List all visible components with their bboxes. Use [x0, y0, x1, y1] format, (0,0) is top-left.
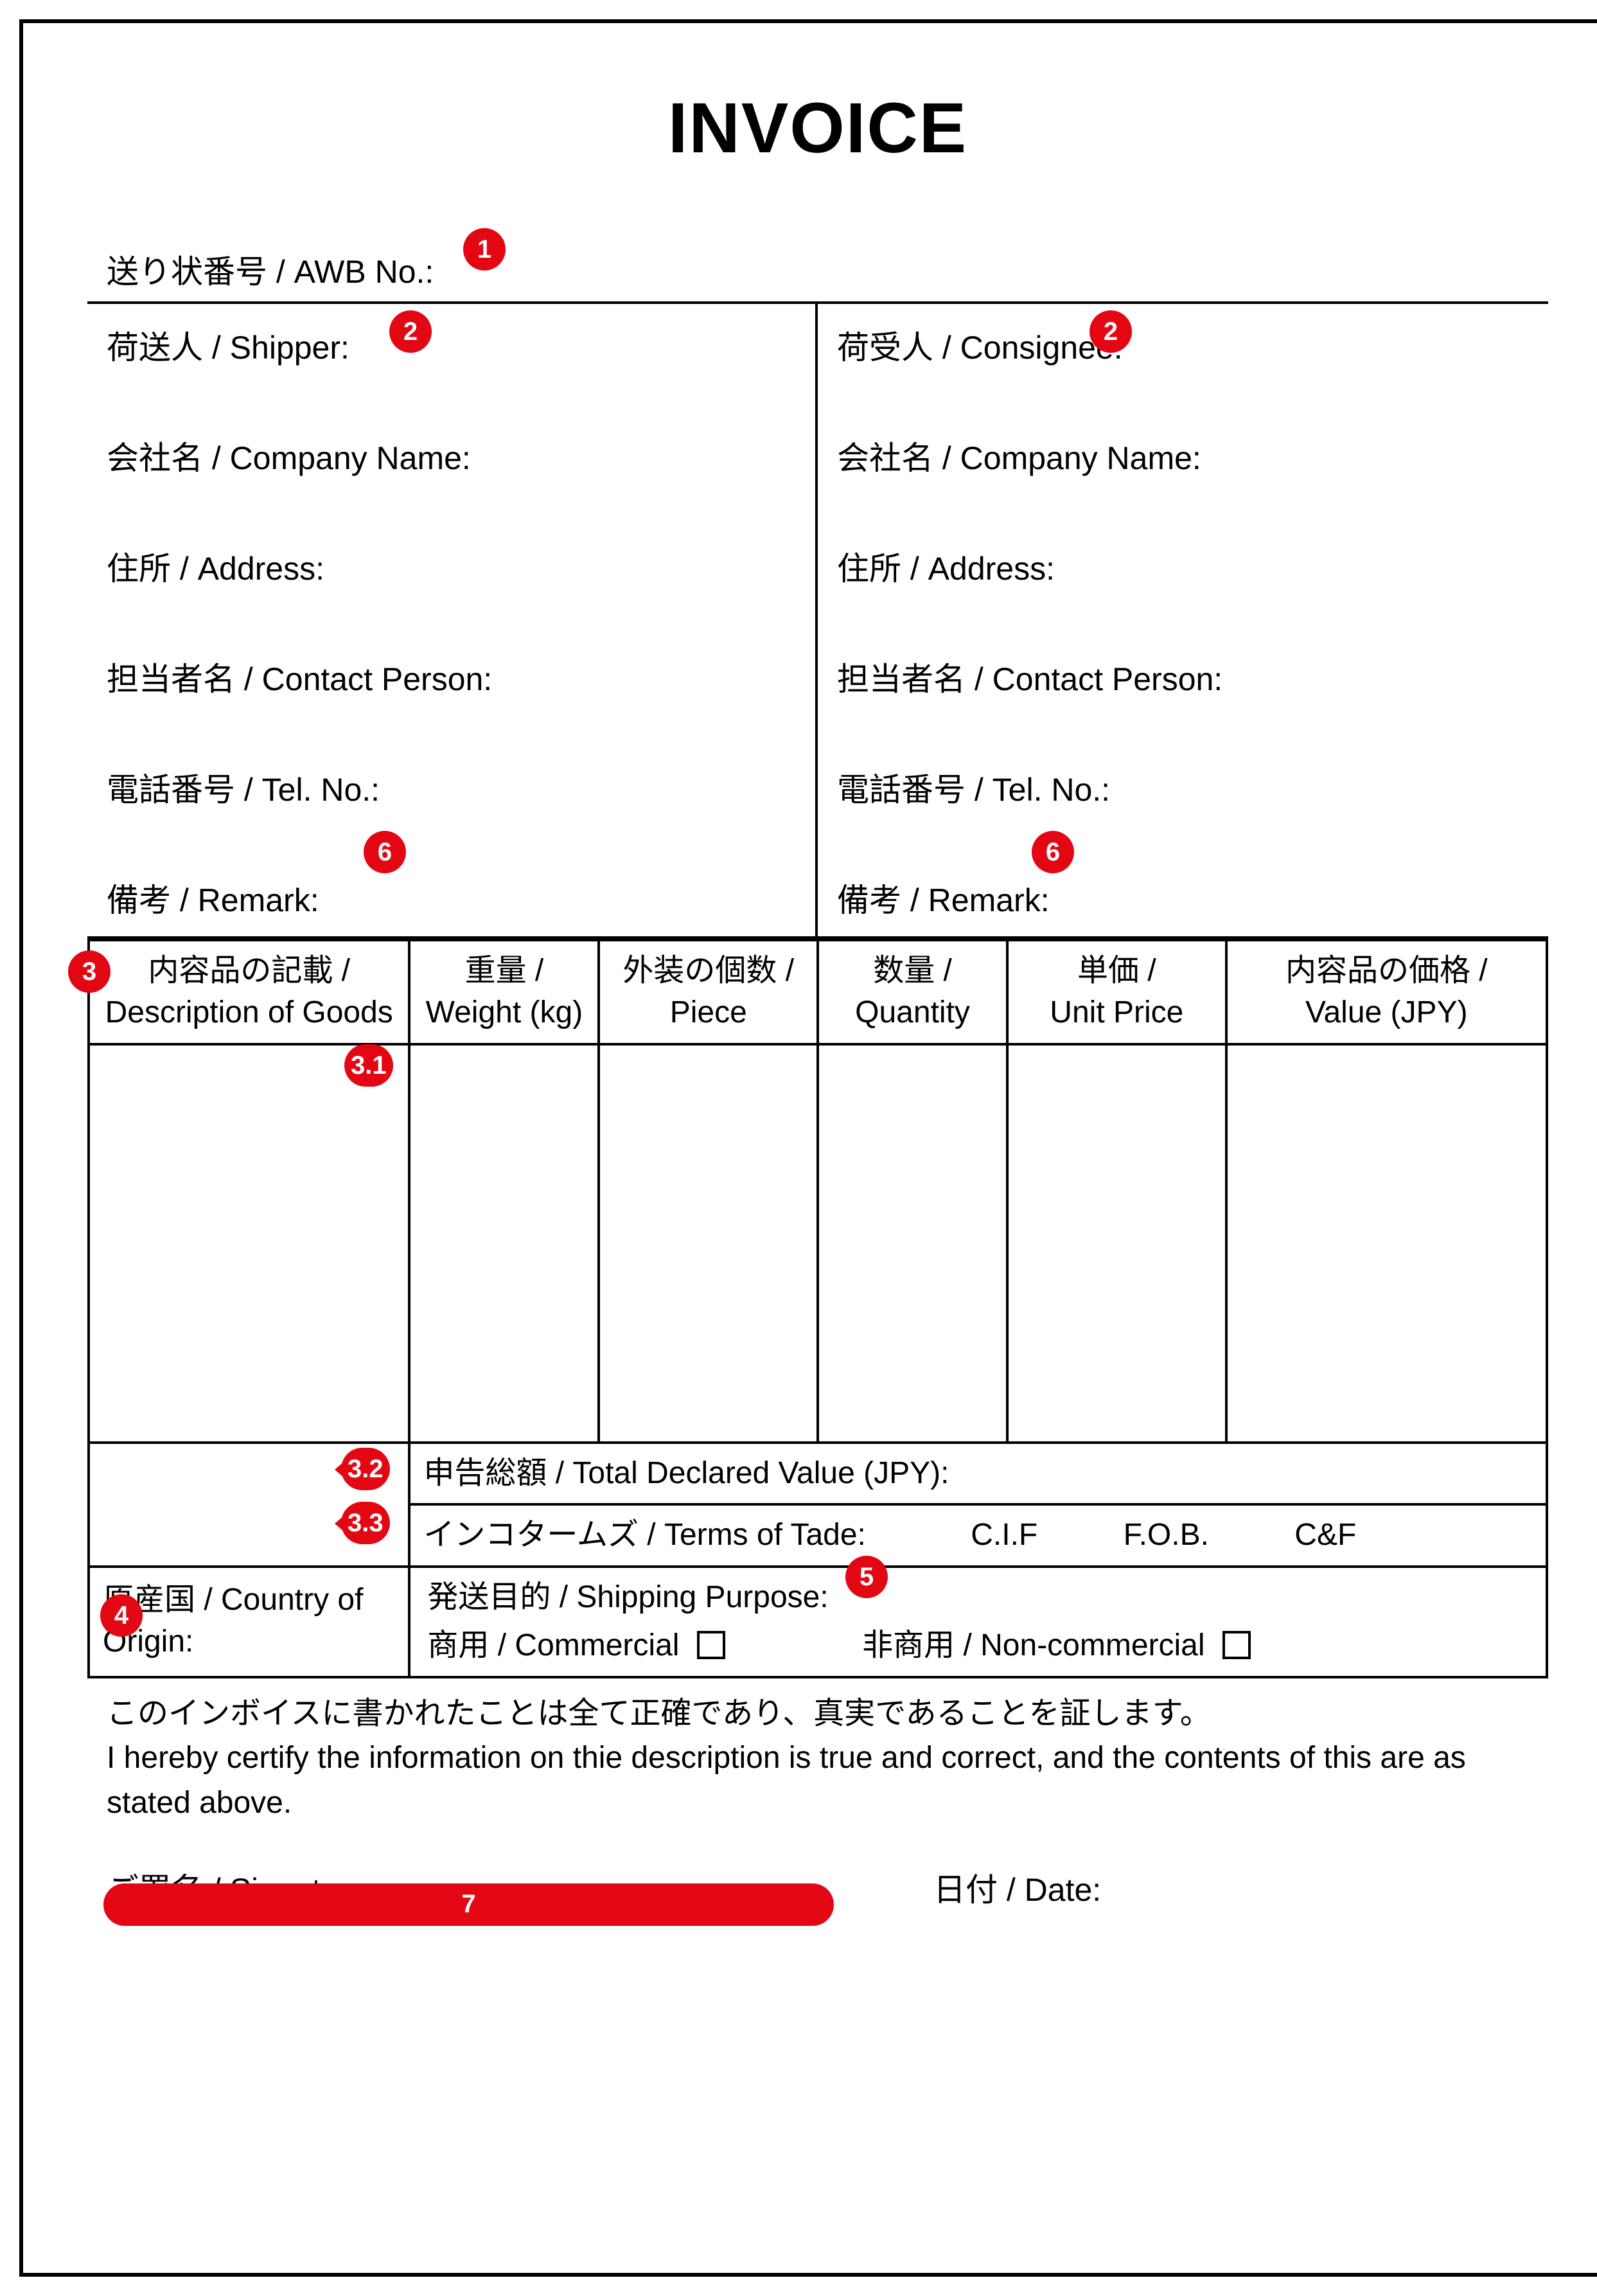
shipper-tel-label: 電話番号 / Tel. No.:: [107, 764, 802, 810]
consignee-address-label: 住所 / Address:: [837, 543, 1535, 589]
cell-quantity[interactable]: [818, 1044, 1007, 1443]
certification-en: I hereby certify the information on thie…: [107, 1736, 1529, 1825]
consignee-company-label: 会社名 / Company Name:: [837, 432, 1535, 479]
awb-label: 送り状番号 / AWB No.:: [87, 246, 1548, 304]
annotation-badge-3-2: 3.2: [341, 1448, 390, 1490]
cell-weight[interactable]: [409, 1044, 599, 1443]
origin-purpose-row: 原産国 / Country of Origin: 発送目的 / Shipping…: [89, 1567, 1547, 1677]
purpose-label: 発送目的 / Shipping Purpose:: [427, 1577, 1540, 1619]
terms-cell: インコタームズ / Terms of Tade: C.I.F F.O.B. C&…: [409, 1504, 1547, 1567]
consignee-column: 荷受人 / Consignee: 会社名 / Company Name: 住所 …: [818, 304, 1548, 936]
term-cif[interactable]: C.I.F: [971, 1515, 1037, 1556]
purpose-commercial[interactable]: 商用 / Commercial: [427, 1625, 725, 1667]
cell-piece[interactable]: [599, 1044, 818, 1443]
col-description: 内容品の記載 / Description of Goods: [89, 940, 409, 1044]
total-declared-label: 申告総額 / Total Declared Value (JPY):: [409, 1443, 1547, 1505]
invoice-page: INVOICE 送り状番号 / AWB No.: 1 荷送人 / Shipper…: [19, 19, 1597, 2277]
checkbox-icon[interactable]: [697, 1631, 725, 1659]
cell-value[interactable]: [1226, 1044, 1547, 1443]
certification-text: このインボイスに書かれたことは全て正確であり、真実であることを証します。 I h…: [87, 1678, 1548, 1826]
col-unit-price: 単価 / Unit Price: [1007, 940, 1226, 1044]
term-fob[interactable]: F.O.B.: [1124, 1515, 1209, 1556]
shipper-column: 荷送人 / Shipper: 会社名 / Company Name: 住所 / …: [87, 304, 818, 936]
table-body-row: [89, 1044, 1547, 1443]
checkbox-icon[interactable]: [1222, 1631, 1251, 1659]
goods-table: 内容品の記載 / Description of Goods 重量 / Weigh…: [87, 939, 1548, 1678]
total-row: 申告総額 / Total Declared Value (JPY):: [89, 1443, 1547, 1505]
certification-jp: このインボイスに書かれたことは全て正確であり、真実であることを証します。: [107, 1691, 1529, 1736]
cell-unit-price[interactable]: [1007, 1044, 1226, 1443]
shipper-remark-label: 備考 / Remark:: [107, 875, 802, 921]
annotation-badge-3: 3: [68, 950, 110, 993]
annotation-badge-7: 7: [103, 1883, 834, 1926]
cell-description[interactable]: [89, 1044, 409, 1443]
annotation-badge-3-3: 3.3: [341, 1502, 390, 1544]
shipper-contact-label: 担当者名 / Contact Person:: [107, 654, 802, 700]
consignee-tel-label: 電話番号 / Tel. No.:: [837, 764, 1535, 810]
terms-label: インコタームズ / Terms of Tade:: [423, 1518, 866, 1552]
purpose-cell: 発送目的 / Shipping Purpose: 商用 / Commercial…: [409, 1567, 1547, 1677]
shipper-address-label: 住所 / Address:: [107, 543, 802, 589]
annotation-badge-6a: 6: [364, 831, 406, 873]
purpose-noncommercial[interactable]: 非商用 / Non-commercial: [862, 1625, 1251, 1667]
annotation-badge-4: 4: [100, 1594, 143, 1637]
annotation-badge-2a: 2: [389, 310, 432, 353]
parties-section: 荷送人 / Shipper: 会社名 / Company Name: 住所 / …: [87, 304, 1548, 939]
shipper-heading: 荷送人 / Shipper:: [107, 322, 802, 368]
shipper-company-label: 会社名 / Company Name:: [107, 432, 802, 479]
table-header-row: 内容品の記載 / Description of Goods 重量 / Weigh…: [89, 940, 1547, 1044]
signature-row: ご署名 / Signature: 日付 / Date: 7: [87, 1826, 1548, 1910]
terms-row: インコタームズ / Terms of Tade: C.I.F F.O.B. C&…: [89, 1504, 1547, 1567]
consignee-remark-label: 備考 / Remark:: [837, 875, 1535, 921]
annotation-badge-2b: 2: [1090, 310, 1132, 353]
annotation-badge-5: 5: [845, 1556, 888, 1598]
consignee-heading: 荷受人 / Consignee:: [837, 322, 1535, 368]
col-weight: 重量 / Weight (kg): [409, 940, 599, 1044]
term-cf[interactable]: C&F: [1294, 1515, 1356, 1556]
consignee-contact-label: 担当者名 / Contact Person:: [837, 654, 1535, 700]
col-quantity: 数量 / Quantity: [818, 940, 1007, 1044]
annotation-badge-1: 1: [463, 228, 506, 271]
annotation-badge-3-1: 3.1: [344, 1044, 393, 1087]
col-value: 内容品の価格 / Value (JPY): [1226, 940, 1547, 1044]
col-piece: 外装の個数 / Piece: [599, 940, 818, 1044]
date-label: 日付 / Date:: [818, 1864, 1529, 1910]
annotation-badge-6b: 6: [1032, 831, 1074, 873]
page-title: INVOICE: [87, 87, 1548, 169]
